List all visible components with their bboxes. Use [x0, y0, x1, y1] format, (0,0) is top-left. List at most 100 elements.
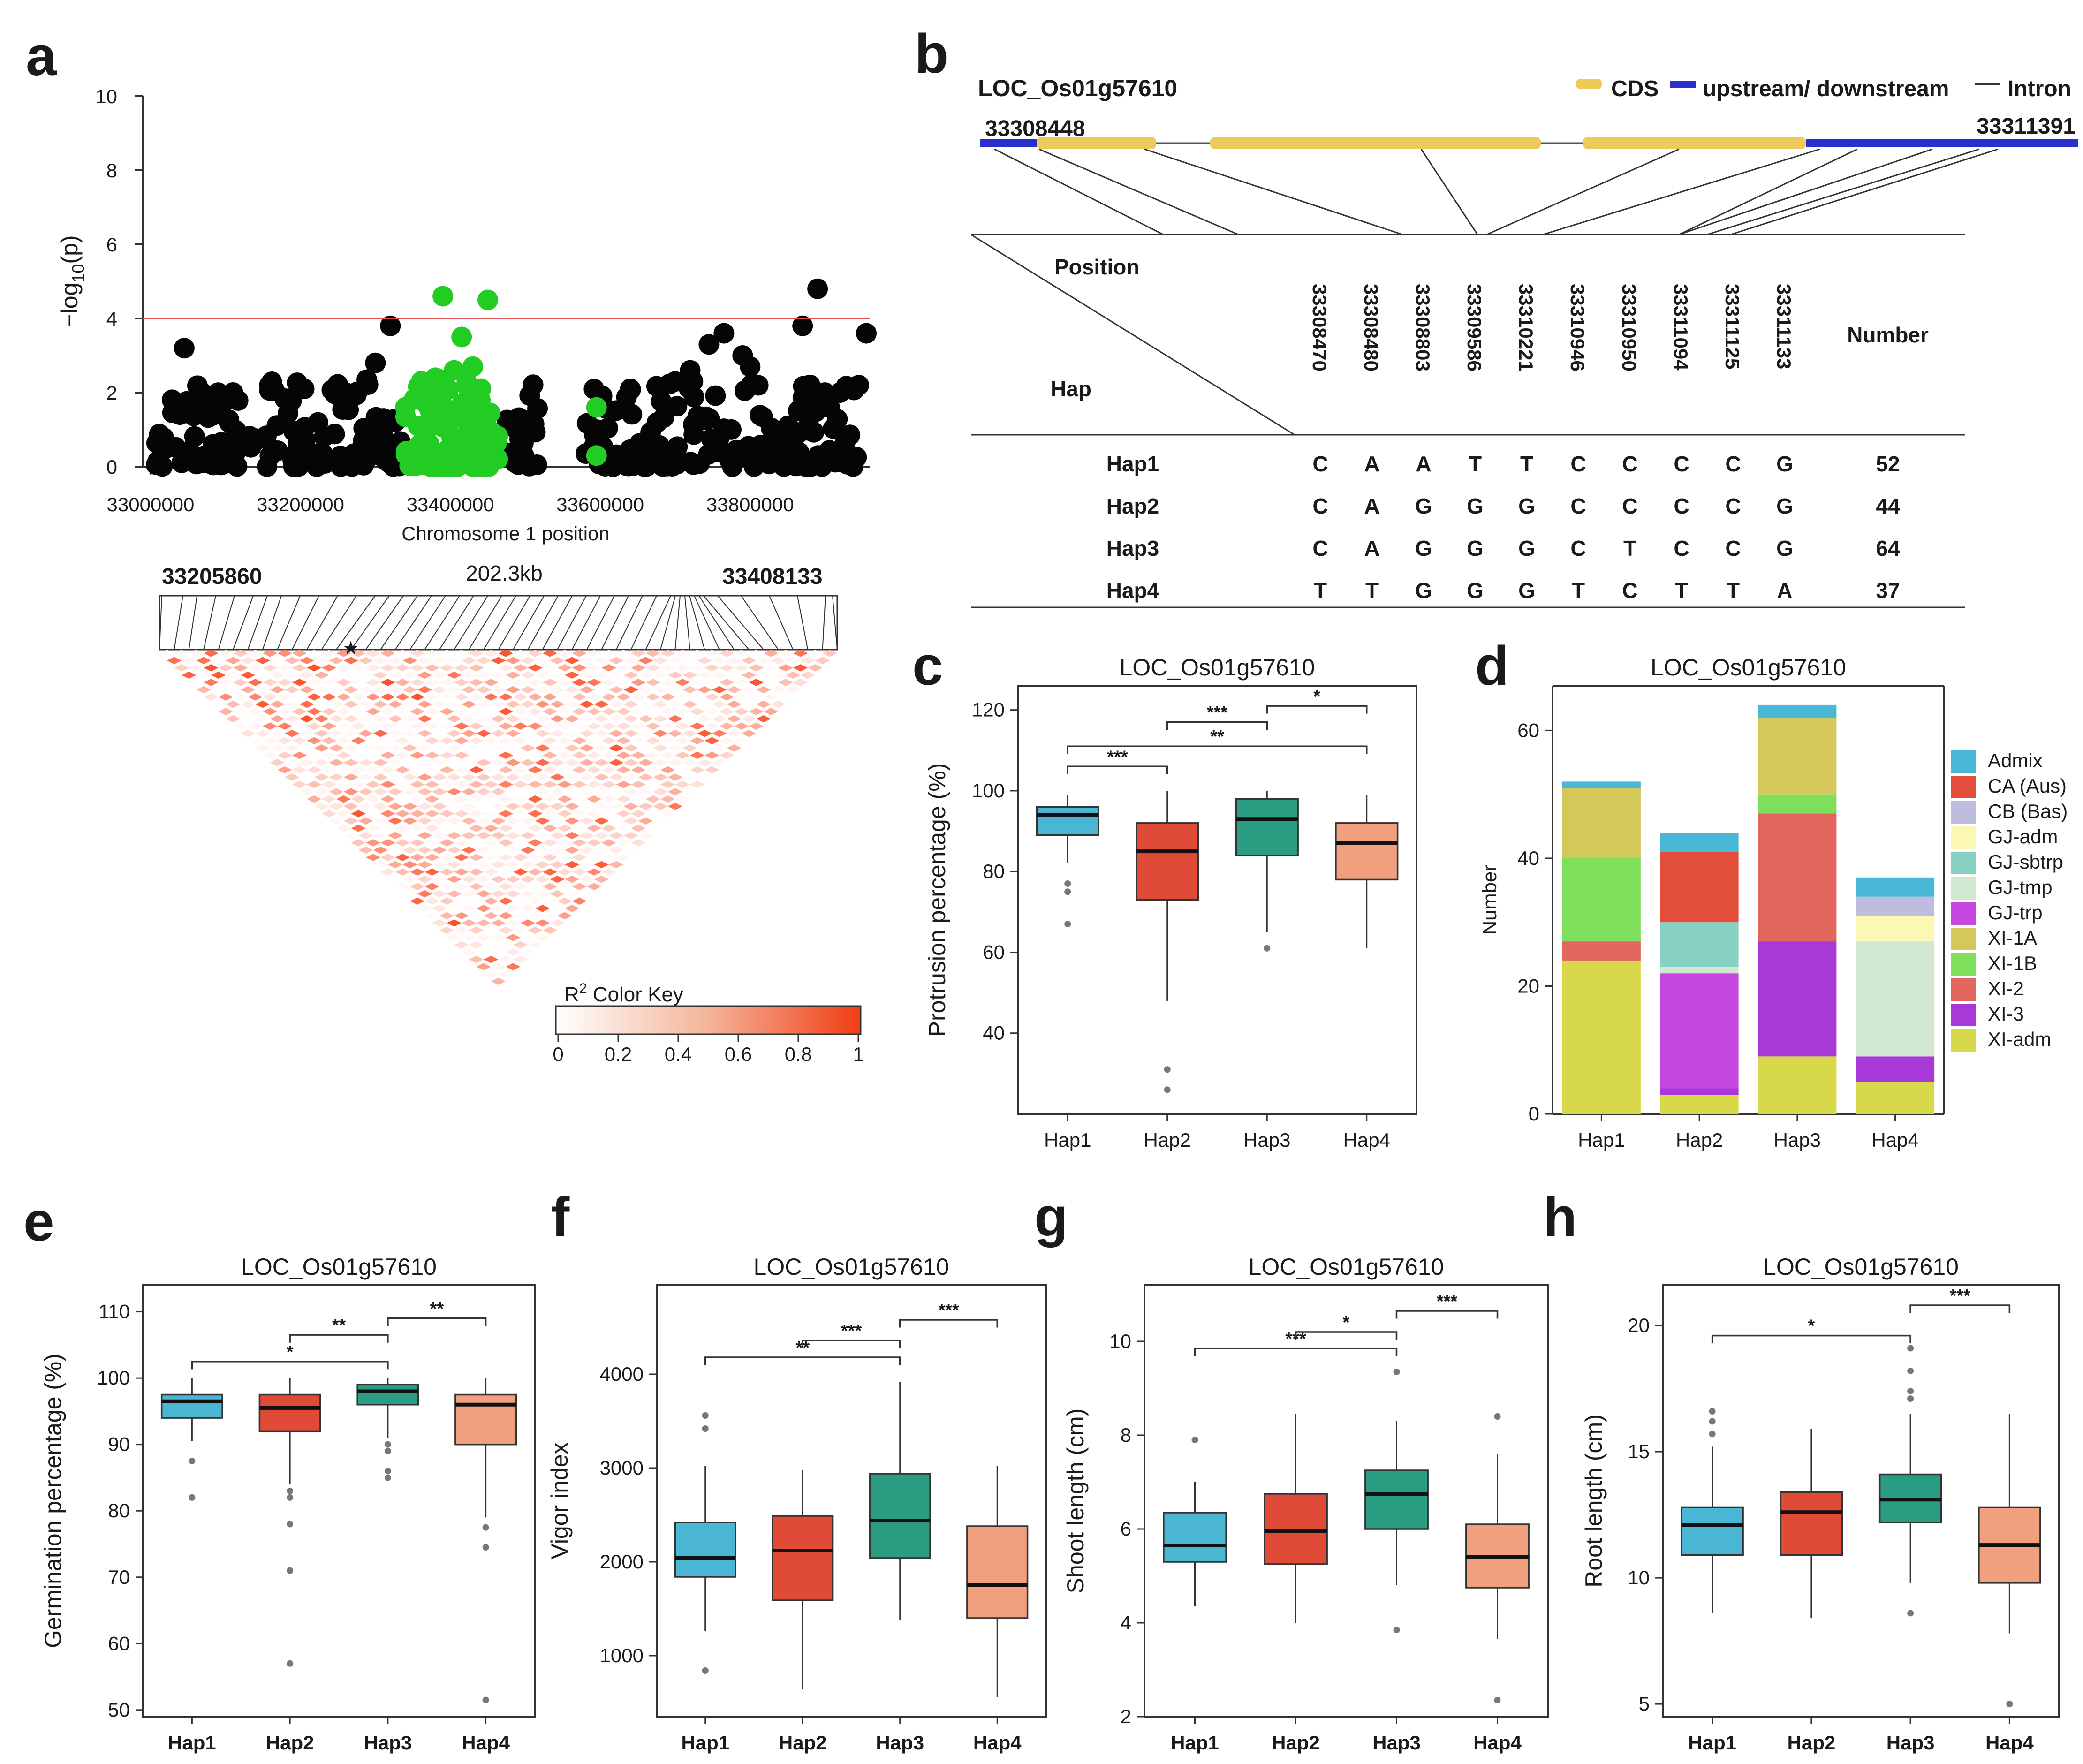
ld-cell	[336, 650, 351, 657]
ld-cell	[299, 686, 314, 694]
ld-cell	[616, 708, 631, 715]
ld-cell	[262, 708, 278, 715]
ld-cell	[609, 686, 624, 694]
ld-cell	[506, 963, 521, 970]
significance-label: ***	[1950, 1286, 1971, 1306]
color-key-tick-label: 0.4	[665, 1043, 692, 1065]
ld-cell	[314, 657, 329, 665]
manhattan-snp-point	[830, 382, 851, 403]
allele-cell: T	[1520, 452, 1533, 476]
updown-legend-swatch	[1670, 81, 1696, 88]
ld-cell	[439, 780, 454, 788]
ld-cell	[660, 722, 675, 730]
ld-cell	[550, 803, 565, 810]
ld-cell	[697, 657, 712, 665]
significance-label: *	[1808, 1317, 1815, 1336]
ld-cell	[550, 773, 565, 781]
snp-connector-line	[1707, 148, 1980, 235]
ld-cell	[410, 795, 425, 803]
ld-cell	[410, 897, 425, 905]
manhattan-snp-point	[513, 432, 534, 454]
ld-cell	[535, 700, 550, 708]
ld-connector-line	[336, 595, 376, 650]
ld-cell	[586, 795, 602, 803]
outlier-point	[1191, 1437, 1198, 1443]
ld-cell	[594, 832, 609, 840]
ld-cell	[557, 883, 572, 890]
ld-cell	[395, 708, 410, 715]
ld-cell	[550, 905, 565, 912]
ld-cell	[395, 868, 410, 876]
ld-cell	[631, 795, 646, 803]
ld-cell	[380, 664, 395, 672]
ld-cell	[550, 875, 565, 883]
gene-structure	[980, 137, 2078, 149]
x-tick-label: Hap2	[1788, 1732, 1836, 1754]
ld-cell	[255, 657, 270, 665]
ld-cell	[528, 912, 543, 920]
ld-cell	[469, 868, 484, 876]
haplotype-count: 37	[1876, 578, 1900, 603]
ld-cell	[417, 861, 432, 869]
ld-cell	[513, 897, 528, 905]
ld-cell	[623, 671, 638, 679]
ld-cell	[439, 912, 454, 920]
ld-cell	[719, 751, 735, 759]
x-tick-label: Hap1	[1688, 1732, 1736, 1754]
ld-cell	[564, 875, 580, 883]
ld-cell	[285, 759, 300, 766]
gene-legend: CDS upstream/ downstream Intron	[1576, 76, 2071, 101]
ld-cell	[572, 897, 587, 905]
manhattan-snp-point	[219, 409, 240, 431]
ld-cell	[520, 788, 536, 795]
ld-cell	[461, 729, 477, 737]
ld-cell	[535, 759, 550, 766]
legend-swatch	[1951, 1004, 1976, 1026]
ld-connector-line	[483, 595, 516, 650]
ld-cell	[233, 722, 248, 730]
ld-cell	[727, 671, 742, 679]
ld-cell	[454, 664, 469, 672]
manhattan-snp-point	[680, 452, 701, 473]
legend-swatch	[1951, 1029, 1976, 1052]
ld-cell	[402, 803, 417, 810]
plot-frame	[1144, 1284, 1549, 1718]
ld-cell	[557, 751, 572, 759]
ld-cell	[609, 846, 624, 854]
ld-cell	[645, 693, 661, 701]
ld-cell	[373, 700, 388, 708]
color-key-tick-label: 0.8	[785, 1043, 812, 1065]
manhattan-snp-point	[523, 374, 544, 395]
ld-cell	[520, 919, 536, 927]
manhattan-y-tick-label: 6	[106, 234, 117, 256]
allele-cell: A	[1364, 536, 1379, 560]
ld-cell	[535, 744, 550, 752]
panel-label-g: g	[1034, 1186, 1068, 1248]
ld-heatmap: 33205860 202.3kb 33408133 ★ R2 Color Key…	[159, 561, 864, 1065]
ld-cell	[469, 650, 484, 657]
ld-cell	[439, 693, 454, 701]
ld-connector-line	[498, 595, 530, 650]
manhattan-snp-point	[606, 400, 627, 421]
ld-cell	[314, 803, 329, 810]
ld-cell	[579, 861, 594, 869]
ld-cell	[292, 708, 307, 715]
ld-cell	[727, 700, 742, 708]
haplotype-name: Hap4	[1106, 578, 1159, 603]
ld-cell	[528, 708, 543, 715]
stacked-segment-admix	[1856, 877, 1935, 897]
ld-connector-line	[218, 595, 235, 650]
color-key-tick-label: 1	[853, 1043, 863, 1065]
ld-cell	[461, 861, 477, 869]
ld-cell	[484, 751, 499, 759]
ld-connector-line	[741, 595, 779, 650]
manhattan-sig-snp-point	[461, 426, 482, 447]
ld-cell	[638, 700, 653, 708]
ld-cell	[424, 650, 439, 657]
ld-cell	[520, 657, 536, 665]
ld-connector-line	[380, 595, 418, 650]
ld-cell	[572, 883, 587, 890]
ld-cell	[808, 664, 823, 672]
ld-cell	[365, 795, 381, 803]
ld-cell	[616, 722, 631, 730]
